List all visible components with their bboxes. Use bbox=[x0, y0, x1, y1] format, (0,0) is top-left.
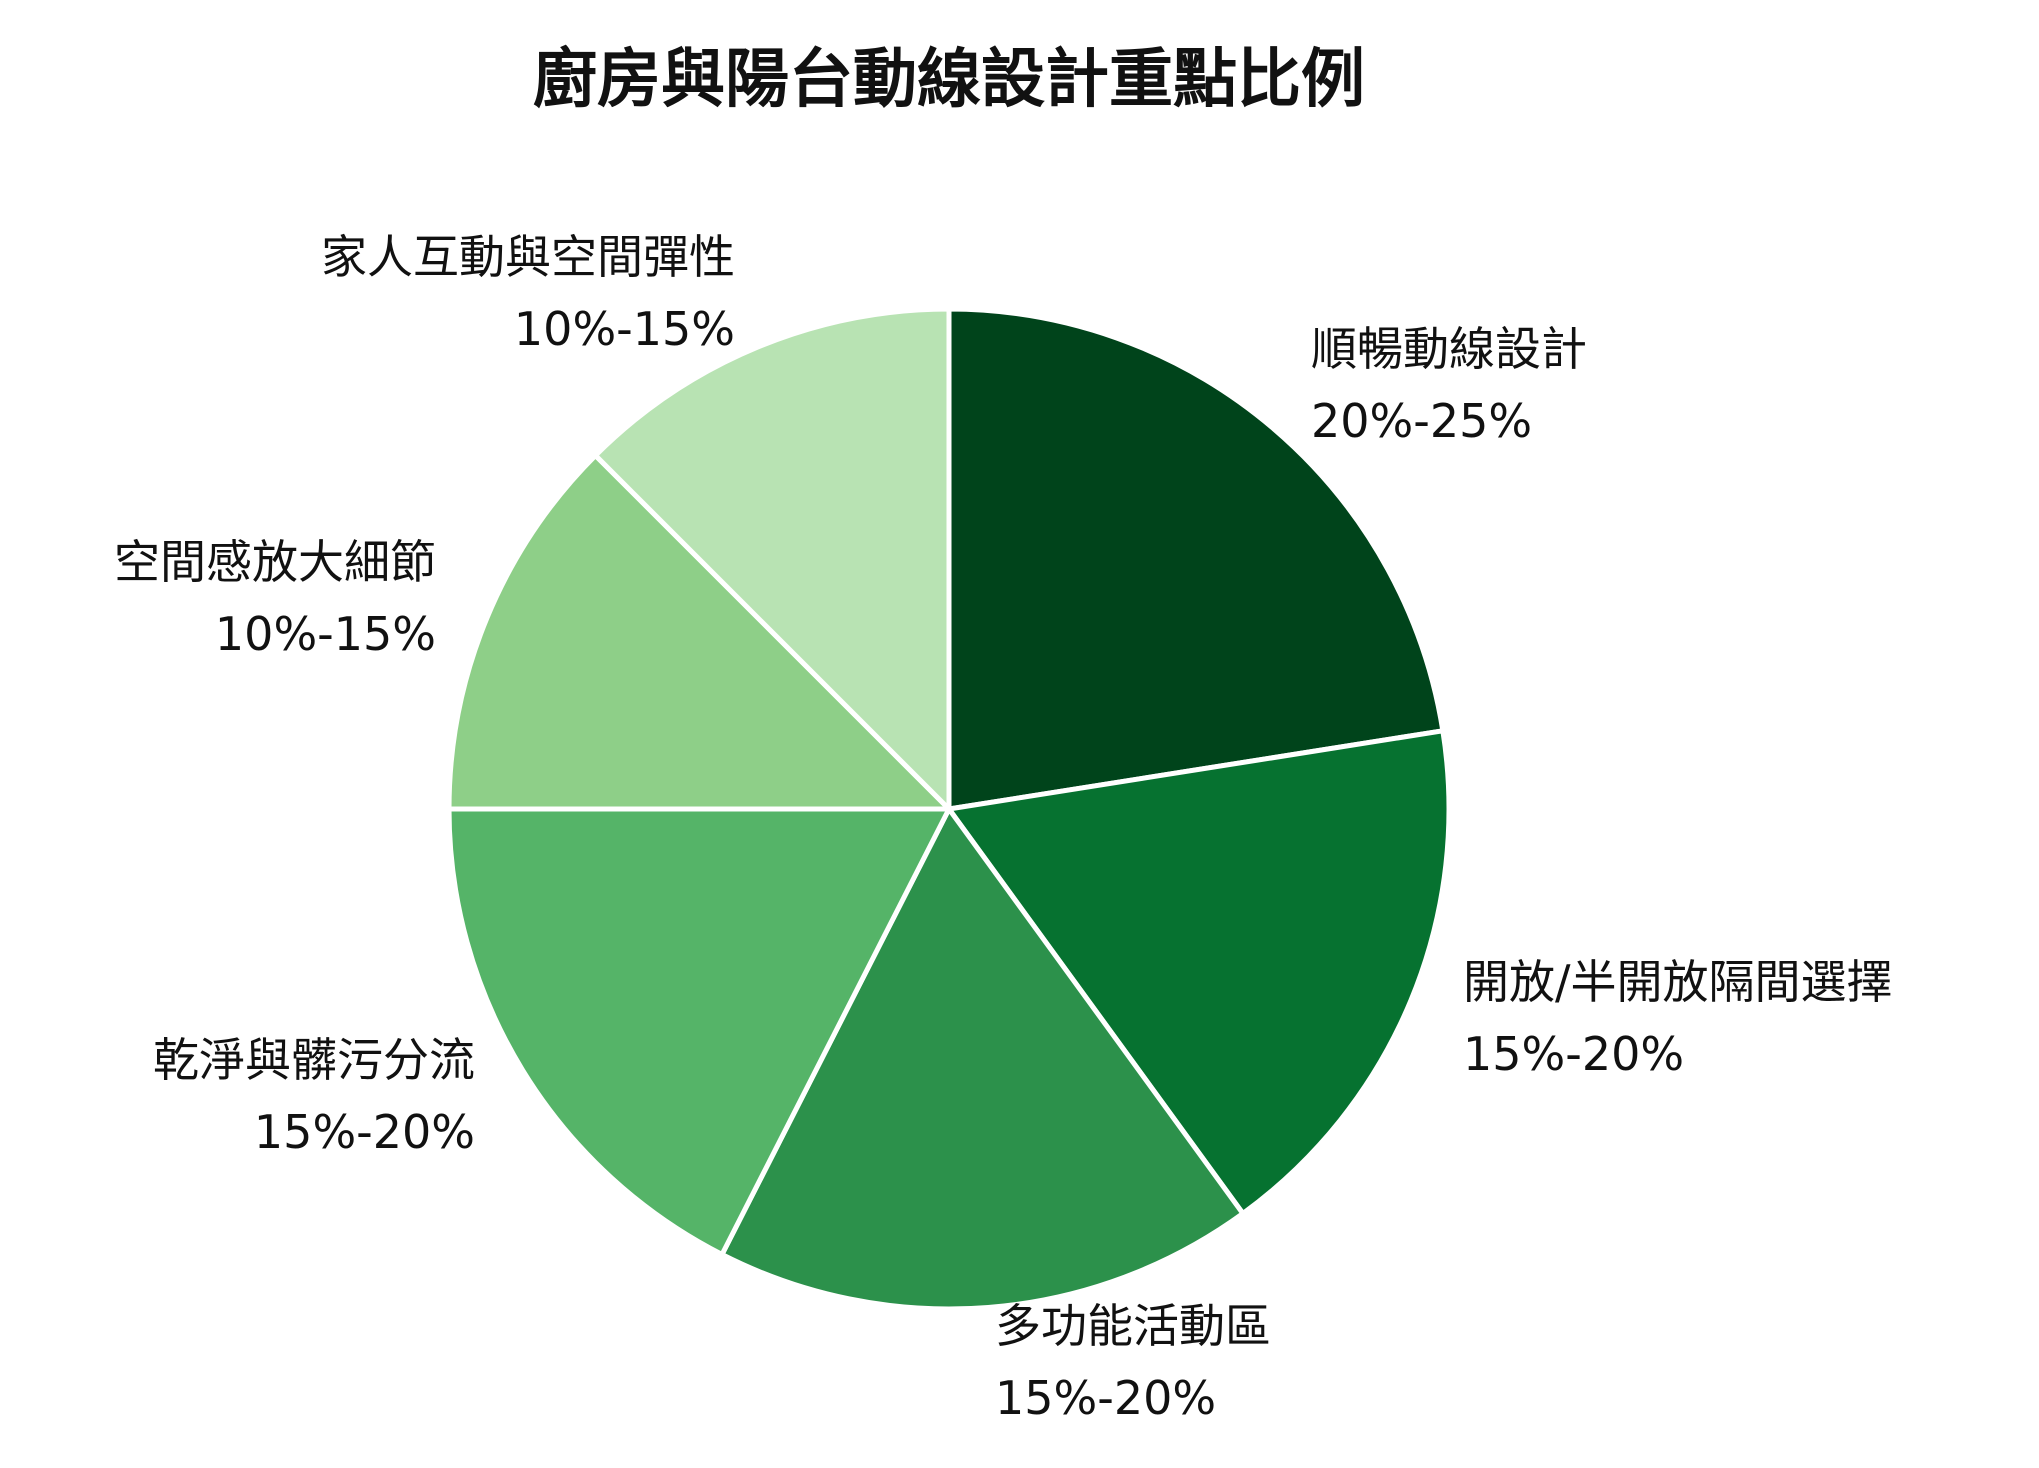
slice-label-1: 開放/半開放隔間選擇 15%-20% bbox=[1463, 955, 1893, 1081]
slice-label-0: 順暢動線設計 20%-25% bbox=[1311, 322, 1587, 448]
chart-title: 廚房與陽台動線設計重點比例 bbox=[533, 43, 1365, 117]
pie-slice-2 bbox=[719, 806, 1246, 1312]
slice-label-4: 空間感放大細節 10%-15% bbox=[114, 535, 436, 661]
slice-label-2: 多功能活動區 15%-20% bbox=[995, 1299, 1271, 1425]
pie-slice-1 bbox=[946, 728, 1452, 1217]
pie-slice-0 bbox=[946, 306, 1446, 812]
pie-slice-3 bbox=[446, 806, 952, 1257]
slice-label-5: 家人互動與空間彈性 10%-15% bbox=[321, 230, 735, 356]
pie-slice-5 bbox=[592, 306, 952, 812]
slice-label-3: 乾淨與髒污分流 15%-20% bbox=[153, 1033, 475, 1159]
pie-slice-4 bbox=[446, 452, 952, 812]
